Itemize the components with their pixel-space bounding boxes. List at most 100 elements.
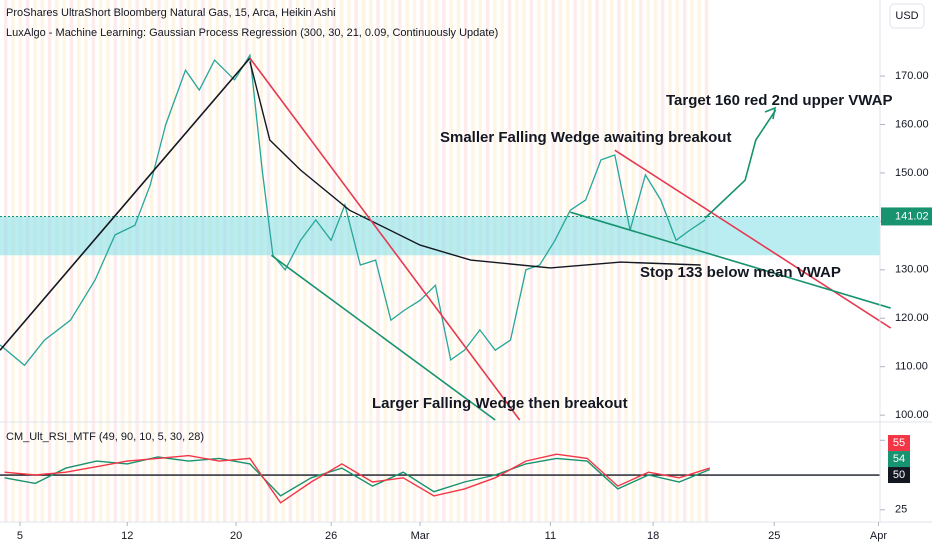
session-stripe [193,0,198,522]
mean-vwap [249,61,701,269]
session-stripe [412,0,417,522]
currency-box[interactable] [889,3,925,29]
session-stripe [296,0,300,522]
session-stripe [580,0,585,522]
session-stripe [500,0,504,522]
session-stripe [4,0,8,522]
session-stripe [252,0,256,522]
session-stripe [120,0,125,522]
session-stripe [347,0,351,522]
session-stripe [259,0,263,522]
session-stripe [157,0,161,522]
session-stripe [595,0,599,522]
x-tick-label: 20 [230,530,242,542]
annotation: Larger Falling Wedge then breakout [372,395,628,412]
session-stripe [310,0,315,522]
session-stripe [376,0,380,522]
session-stripe [405,0,409,522]
session-stripe [98,0,103,522]
session-stripe [317,0,322,522]
session-stripe [84,0,88,522]
session-stripe [303,0,307,522]
trendline [270,254,496,421]
annotation: Stop 133 below mean VWAP [640,264,841,281]
session-stripe [69,0,74,522]
x-tick-label: 25 [768,530,780,542]
session-stripe [11,0,15,522]
session-stripe [390,0,395,522]
session-stripe [493,0,497,522]
session-stripe [244,0,249,522]
session-stripe [339,0,344,522]
session-stripe [588,0,592,522]
y-tick-label: 100.00 [895,409,929,421]
session-stripe [646,0,650,522]
session-stripe [485,0,490,522]
session-stripe [179,0,183,522]
session-stripe [522,0,526,522]
y-tick-label: 150.00 [895,167,929,179]
session-stripe [529,0,534,522]
y-tick-label: 120.00 [895,312,929,324]
y-tick-label: 160.00 [895,118,929,130]
session-stripe [150,0,154,522]
session-stripe [697,0,701,522]
session-stripe [106,0,110,522]
session-stripe [609,0,614,522]
session-stripe [690,0,694,522]
session-stripe [631,0,636,522]
session-stripe [135,0,139,522]
rsi-title: CM_Ult_RSI_MTF (49, 90, 10, 5, 30, 28) [6,431,204,443]
session-stripe [515,0,519,522]
session-stripe [661,0,665,522]
session-stripe [449,0,453,522]
rsi-line [4,453,711,504]
session-stripe [230,0,234,522]
session-stripe [558,0,563,522]
session-stripe [91,0,96,522]
session-stripe [420,0,424,522]
trendline [570,211,891,309]
x-tick-label: 5 [17,530,23,542]
session-stripe [47,0,52,522]
session-stripe [427,0,431,522]
session-stripe [551,0,555,522]
y-tick-label: 170.00 [895,70,929,82]
session-stripe [164,0,169,522]
session-stripe [77,0,81,522]
annotation: Smaller Falling Wedge awaiting breakout [440,129,731,146]
session-stripe [675,0,680,522]
session-stripe [434,0,439,522]
session-stripe [186,0,190,522]
session-stripe [266,0,271,522]
session-stripe [281,0,285,522]
session-stripe [201,0,205,522]
session-stripe [55,0,59,522]
session-stripe [62,0,66,522]
x-tick-label: 18 [647,530,659,542]
rsi-value-label: 54 [893,453,905,465]
session-shading [4,0,709,522]
indicator-title: LuxAlgo - Machine Learning: Gaussian Pro… [6,27,498,39]
session-stripe [668,0,672,522]
session-stripe [463,0,468,522]
session-stripe [33,0,37,522]
session-stripe [18,0,23,522]
session-stripe [456,0,461,522]
rsi-tick-label: 25 [895,504,907,516]
rsi-value-box [888,435,910,452]
session-stripe [332,0,336,522]
currency: USD [895,10,918,22]
session-stripe [113,0,117,522]
x-tick-label: Apr [870,530,887,542]
session-stripe [208,0,212,522]
session-stripe [237,0,242,522]
chart-title: ProShares UltraShort Bloomberg Natural G… [6,7,336,19]
rsi-value-label: 55 [893,437,905,449]
x-tick-label: Mar [411,530,430,542]
x-tick-label: 26 [325,530,337,542]
session-stripe [398,0,402,522]
session-stripe [354,0,358,522]
session-stripe [142,0,147,522]
